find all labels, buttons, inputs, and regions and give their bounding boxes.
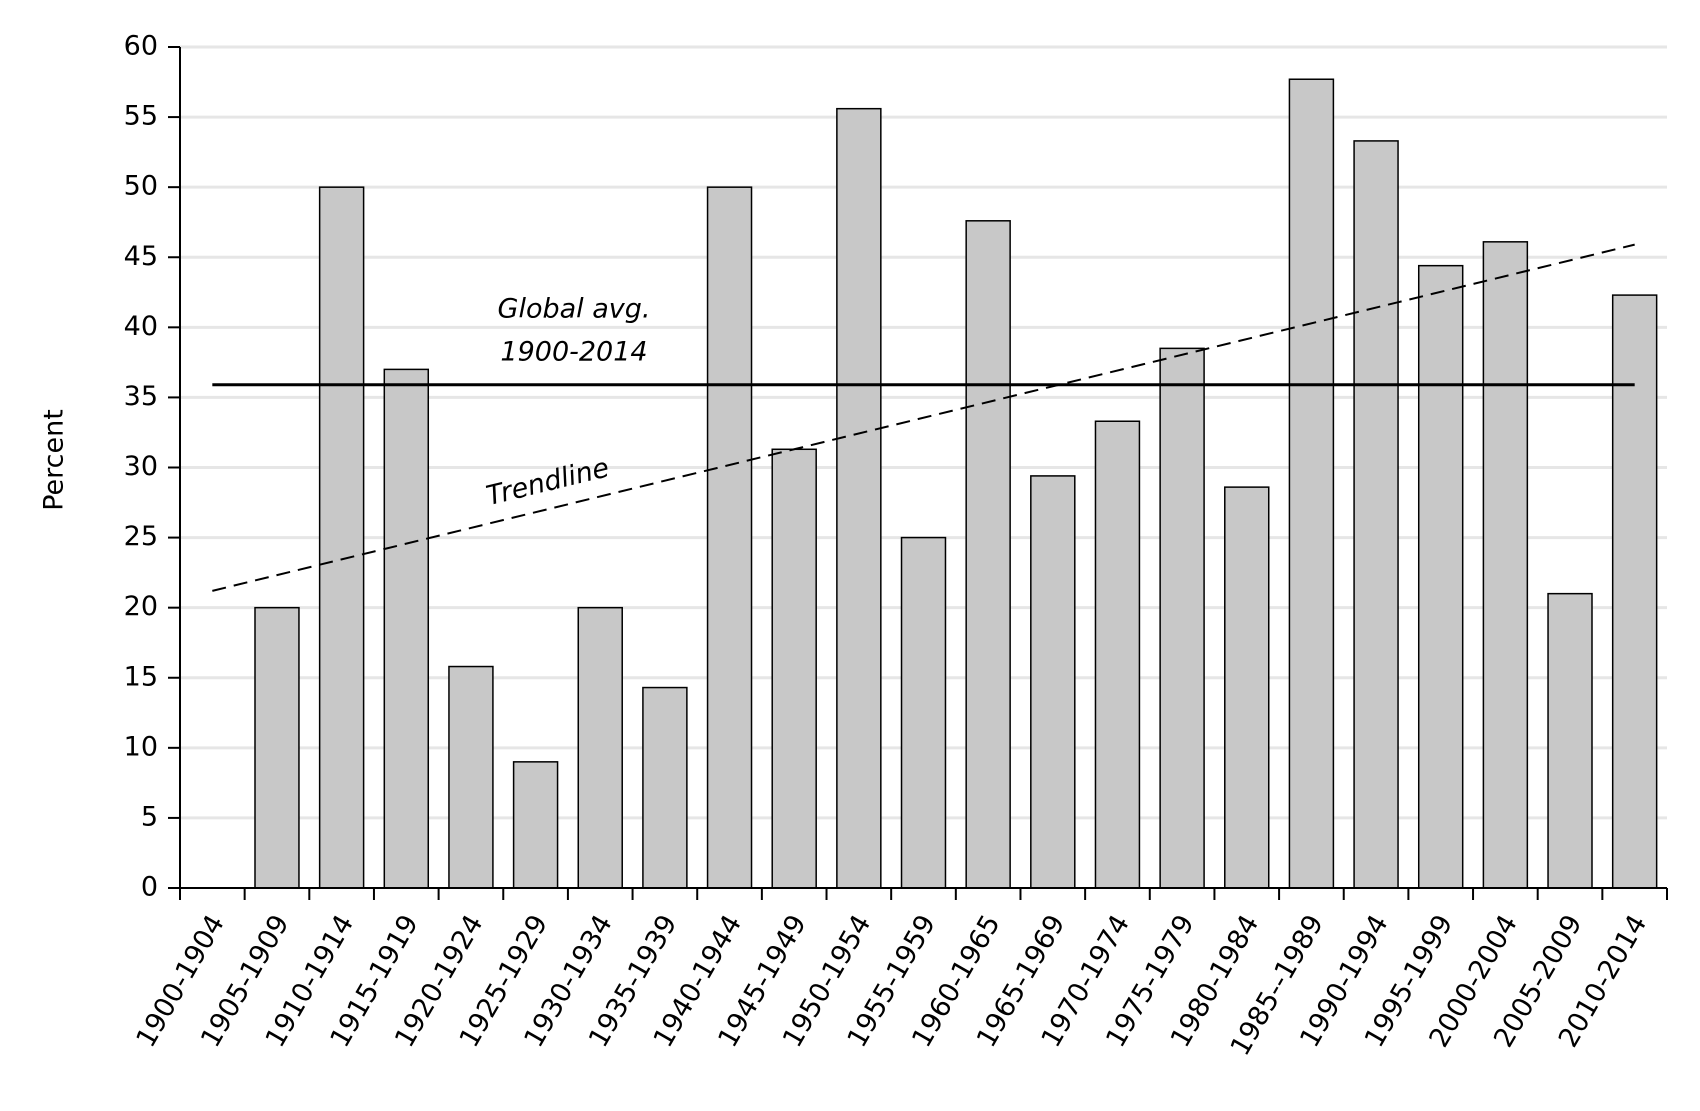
bar: [254, 606, 300, 889]
bar: [771, 448, 817, 889]
bar: [900, 536, 947, 889]
bar: [1547, 592, 1593, 889]
bar: [1159, 347, 1205, 889]
y-tick-label: 55: [124, 101, 158, 132]
bar: [1611, 294, 1658, 889]
y-tick-label: 35: [124, 381, 158, 412]
global-average-label: 1900-2014: [500, 336, 647, 367]
y-tick-label: 30: [124, 451, 158, 482]
y-tick-label: 0: [141, 872, 158, 903]
bar: [965, 220, 1011, 889]
bar: [642, 686, 688, 889]
bar: [577, 606, 623, 889]
bar: [383, 368, 430, 889]
y-tick-label: 25: [124, 521, 158, 552]
global-average-label: Global avg.: [498, 293, 651, 324]
bar: [1482, 241, 1529, 889]
y-tick-label: 40: [124, 311, 158, 342]
y-tick-label: 5: [141, 801, 158, 832]
bar: [318, 186, 365, 889]
bar: [1288, 78, 1335, 889]
y-tick-label: 60: [124, 31, 158, 62]
y-tick-label: 15: [124, 661, 158, 692]
trendline-label: Trendline: [483, 452, 612, 512]
bar: [448, 665, 494, 889]
bar: [1224, 486, 1270, 889]
bar: [512, 761, 559, 889]
bar: [1094, 420, 1141, 889]
trendline: [212, 243, 1635, 592]
bar: [1417, 264, 1464, 889]
y-axis-label: Percent: [39, 409, 70, 511]
y-tick-label: 20: [124, 591, 158, 622]
y-tick-label: 45: [124, 241, 158, 272]
bar: [1353, 140, 1399, 889]
bar: [1030, 475, 1076, 889]
bar: [836, 107, 882, 889]
y-tick-label: 50: [124, 171, 158, 202]
bar: [706, 186, 753, 889]
y-tick-label: 10: [124, 731, 158, 762]
